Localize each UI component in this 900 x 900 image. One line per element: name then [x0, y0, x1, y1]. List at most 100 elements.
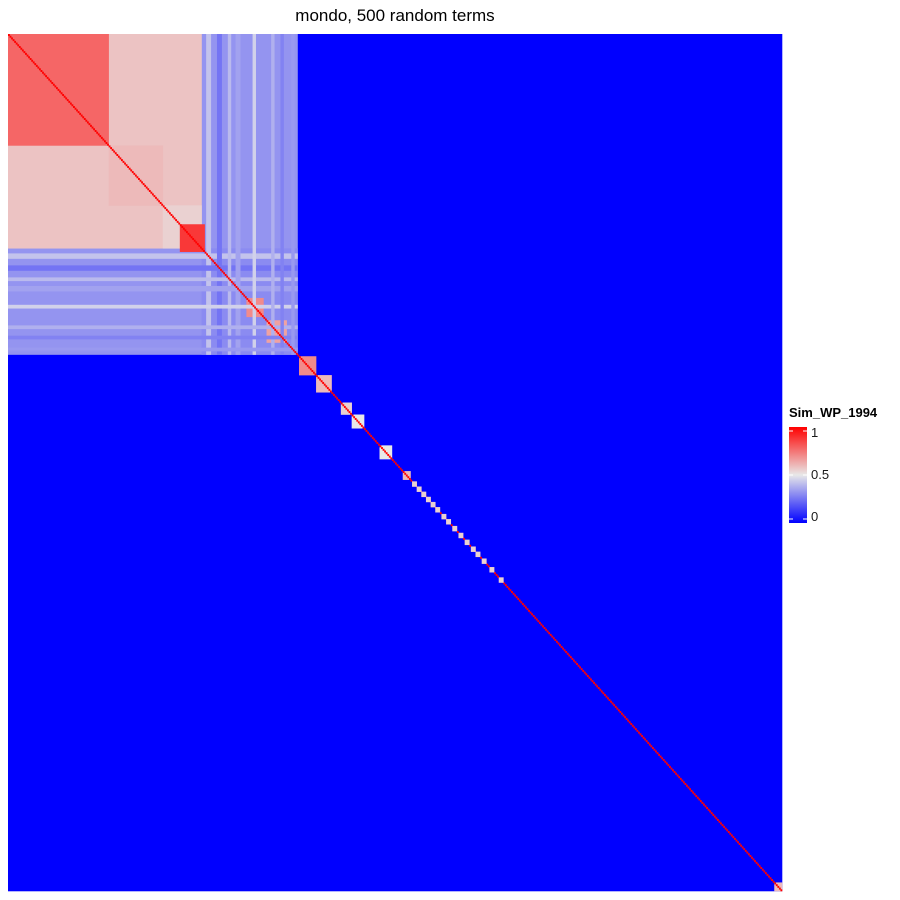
cluster-stripe	[8, 304, 298, 309]
cluster-stripe	[280, 34, 284, 355]
diagonal-cell	[597, 687, 600, 690]
diagonal-cell	[769, 877, 772, 880]
diagonal-cell	[704, 805, 707, 808]
diagonal-cell	[110, 147, 113, 150]
diagonal-cell	[610, 700, 613, 703]
diagonal-cell	[147, 188, 150, 191]
diagonal-cell	[678, 776, 681, 779]
diagonal-cell	[226, 275, 229, 278]
diagonal-cell	[45, 75, 47, 78]
diagonal-cell	[754, 860, 756, 863]
diagonal-cell	[645, 740, 648, 743]
diagonal-cell	[65, 97, 68, 100]
diagonal-cell	[186, 231, 188, 234]
legend-tick-label-mid: 0.5	[811, 467, 830, 482]
diagonal-cell	[382, 448, 385, 451]
diagonal-cluster	[430, 501, 436, 508]
diagonal-cell	[582, 669, 585, 672]
diagonal-cell	[80, 114, 83, 117]
diagonal-cell	[55, 87, 58, 90]
diagonal-cell	[506, 585, 509, 588]
diagonal-cluster	[481, 558, 487, 564]
diagonal-cell	[247, 299, 250, 302]
diagonal-cell	[726, 829, 729, 832]
diagonal-cell	[410, 479, 413, 482]
diagonal-cell	[732, 836, 735, 839]
diagonal-cell	[108, 145, 111, 148]
diagonal-cell	[29, 58, 32, 61]
diagonal-cell	[215, 263, 218, 266]
diagonal-cluster	[435, 507, 441, 513]
diagonal-cell	[647, 741, 650, 744]
diagonal-cell	[71, 104, 74, 107]
diagonal-cell	[224, 273, 227, 276]
diagonal-cell	[57, 88, 60, 91]
diagonal-cell	[90, 124, 92, 127]
diagonal-cell	[373, 438, 376, 441]
diagonal-cell	[574, 661, 577, 664]
diagonal-cell	[761, 868, 764, 871]
diagonal-cell	[144, 184, 147, 187]
diagonal-cluster	[421, 491, 427, 498]
diagonal-cell	[653, 748, 656, 751]
diagonal-cell	[139, 179, 142, 182]
diagonal-cell	[720, 822, 722, 825]
diagonal-cell	[602, 692, 605, 695]
diagonal-cell	[718, 820, 721, 823]
diagonal-cell	[766, 873, 769, 876]
diagonal-cell	[715, 817, 718, 820]
cluster-stripe	[235, 34, 241, 355]
diagonal-cell	[568, 654, 571, 657]
diagonal-cell	[35, 64, 38, 67]
diagonal-cell	[566, 652, 569, 655]
diagonal-cell	[744, 849, 747, 852]
diagonal-cell	[114, 152, 117, 155]
diagonal-cell	[207, 255, 210, 258]
diagonal-cell	[204, 251, 207, 254]
diagonal-cell	[334, 395, 337, 398]
diagonal-cell	[608, 699, 611, 702]
cluster-stripe	[271, 34, 275, 355]
diagonal-cell	[9, 35, 12, 38]
diagonal-cell	[173, 217, 176, 220]
diagonal-cell	[46, 76, 49, 79]
diagonal-cell	[345, 407, 348, 410]
diagonal-cell	[62, 93, 65, 96]
diagonal-cell	[504, 584, 507, 587]
diagonal-cell	[565, 651, 568, 654]
diagonal-cell	[113, 150, 116, 153]
diagonal-cell	[107, 143, 109, 146]
diagonal-cell	[195, 241, 198, 244]
diagonal-cell	[116, 153, 119, 156]
diagonal-cell	[707, 808, 710, 811]
diagonal-cell	[176, 220, 179, 223]
diagonal-cell	[323, 383, 326, 386]
diagonal-cell	[370, 435, 373, 438]
diagonal-cell	[328, 388, 331, 391]
diagonal-cell	[351, 414, 354, 417]
diagonal-cell	[136, 176, 139, 179]
diagonal-cell	[387, 453, 390, 456]
diagonal-cell	[235, 285, 238, 288]
diagonal-cell	[670, 767, 673, 770]
diagonal-cell	[772, 880, 775, 883]
diagonal-cell	[99, 135, 102, 138]
diagonal-cell	[371, 436, 374, 439]
diagonal-cell	[63, 95, 66, 98]
diagonal-cell	[588, 676, 591, 679]
legend-colorbar	[789, 427, 807, 523]
diagonal-cell	[83, 117, 86, 120]
diagonal-cell	[365, 429, 368, 432]
diagonal-cell	[579, 666, 582, 669]
diagonal-cell	[764, 872, 767, 875]
diagonal-cell	[730, 834, 733, 837]
diagonal-cell	[512, 592, 515, 595]
diagonal-cell	[655, 750, 657, 753]
diagonal-cell	[311, 369, 314, 372]
diagonal-cell	[751, 856, 753, 859]
diagonal-cell	[277, 332, 280, 335]
diagonal-cell	[359, 423, 362, 426]
diagonal-cell	[220, 268, 222, 271]
diagonal-cell	[593, 681, 595, 684]
